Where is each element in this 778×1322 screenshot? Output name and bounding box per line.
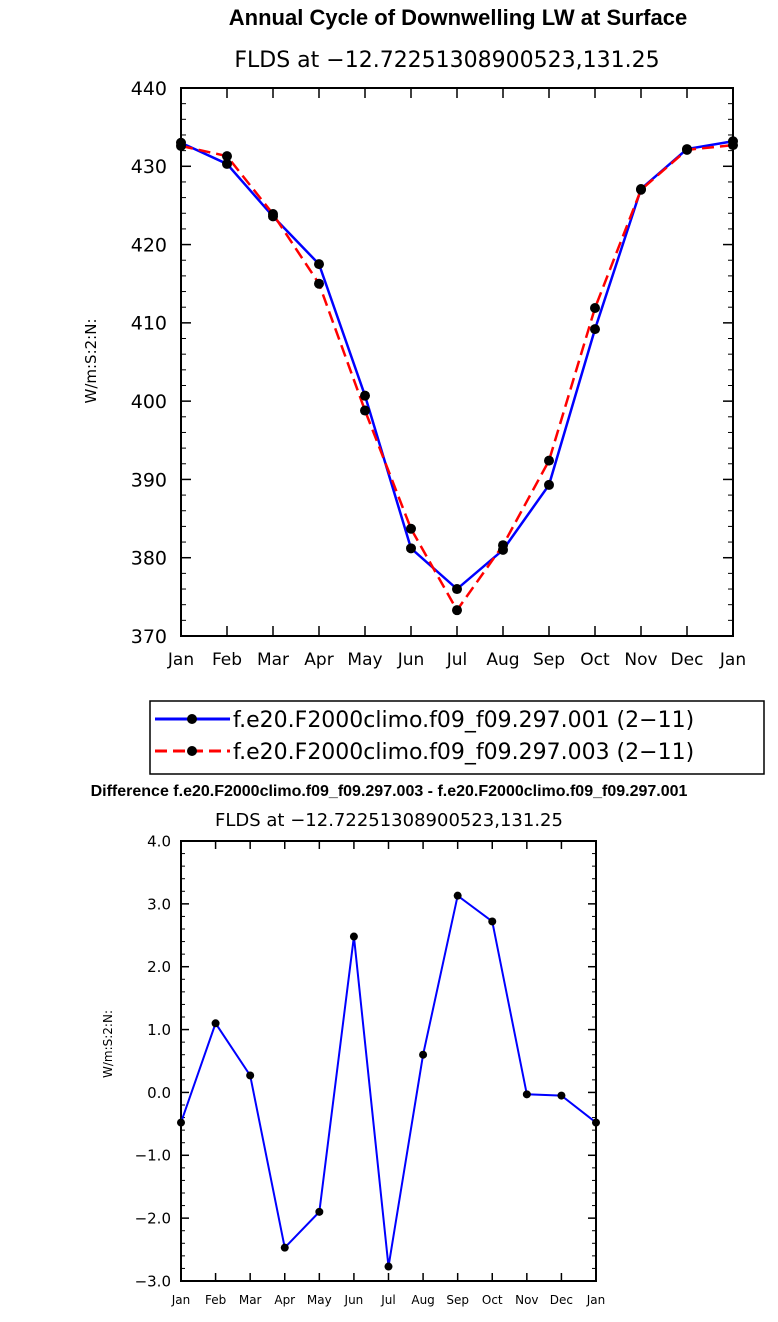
series-1-point-oct [488, 917, 497, 926]
series-2-point-dec [682, 144, 692, 155]
x-tick-label: Mar [239, 1293, 262, 1307]
x-tick-label: Jun [397, 650, 425, 670]
series-line-1 [180, 139, 734, 591]
series-line-2 [180, 143, 734, 613]
x-tick-label: Nov [624, 650, 657, 670]
series-2-point-may [360, 405, 370, 416]
x-tick-label: Jul [446, 650, 468, 670]
y-tick-label: 430 [131, 156, 167, 178]
chart1-ylabel: W/m:S:2:N: [82, 319, 100, 404]
x-tick-label: Jan [586, 1293, 606, 1307]
chart2-axes: −3.0 −2.0 −1.0 0.0 1.0 2.0 3.0 4.0 Jan Feb Mar Apr M… [135, 832, 606, 1307]
series-1-point-sep [544, 479, 554, 490]
series-2-point-nov [636, 184, 646, 195]
x-tick-label: Aug [486, 650, 519, 670]
series-1-point-jan [592, 1118, 600, 1127]
x-tick-label: Feb [205, 1293, 226, 1307]
x-tick-label: Apr [274, 1293, 295, 1307]
x-tick-label: Feb [212, 650, 242, 670]
series-2-point-jan [728, 140, 738, 151]
chart2-ylabel: W/m:S:2:N: [101, 1010, 115, 1078]
x-tick-label: Nov [515, 1293, 538, 1307]
y-tick-label: 390 [131, 469, 167, 491]
x-tick-label: May [347, 650, 382, 670]
x-tick-label: Sep [533, 650, 565, 670]
chart1-subtitle: FLDS at −12.72251308900523,131.25 [234, 48, 659, 73]
series-1-point-aug [419, 1050, 428, 1059]
series-1-point-apr [280, 1243, 289, 1252]
series-2-point-jan [176, 140, 186, 151]
series-2-point-mar [268, 209, 278, 220]
series-line-1 [180, 893, 597, 1267]
plot-frame [180, 840, 597, 1282]
series-2-point-feb [222, 151, 232, 162]
series-2-point-apr [314, 278, 324, 289]
x-tick-label: Jul [380, 1293, 395, 1307]
series-1-point-jun [349, 932, 358, 941]
series-1-point-may [360, 390, 370, 401]
series-1-point-jun [406, 543, 416, 554]
x-tick-label: Oct [580, 650, 610, 670]
y-tick-label: 3.0 [147, 895, 171, 913]
y-tick-label: 380 [131, 548, 167, 570]
y-tick-label: 4.0 [147, 832, 171, 850]
x-tick-label: Jan [719, 650, 746, 670]
x-tick-label: Apr [304, 650, 333, 670]
series-2-point-jun [406, 523, 416, 534]
chart1-plot-area [176, 136, 738, 616]
x-tick-label: Mar [257, 650, 289, 670]
series-2-point-aug [498, 540, 508, 551]
series-2-point-jul [452, 605, 462, 616]
x-tick-label: Sep [446, 1293, 469, 1307]
series-1-point-jul [384, 1262, 393, 1271]
y-tick-label: 1.0 [147, 1021, 171, 1039]
chart1-axes: 370 380 390 400 410 420 430 440 Jan Feb Mar Apr May J… [131, 78, 746, 670]
chart2-subtitle: FLDS at −12.72251308900523,131.25 [215, 810, 563, 831]
y-tick-label: −1.0 [135, 1147, 171, 1165]
series-1-point-dec [557, 1091, 566, 1100]
chart1-legend: f.e20.F2000climo.f09_f09.297.001 (2−11) … [149, 700, 765, 775]
chart1-title: Annual Cycle of Downwelling LW at Surfac… [229, 5, 687, 30]
y-tick-label: −3.0 [135, 1272, 171, 1290]
legend-label-series-1: f.e20.F2000climo.f09_f09.297.001 (2−11) [233, 708, 694, 733]
series-1-point-mar [246, 1071, 255, 1080]
chart2-title: Difference f.e20.F2000climo.f09_f09.297.… [91, 783, 688, 800]
legend-label-series-2: f.e20.F2000climo.f09_f09.297.003 (2−11) [233, 740, 694, 765]
series-2-point-sep [544, 455, 554, 466]
y-tick-label: 370 [131, 626, 167, 648]
x-tick-label: Dec [671, 650, 704, 670]
chart2-plot-area [177, 891, 600, 1271]
series-2-point-oct [590, 302, 600, 313]
y-tick-label: 400 [131, 391, 167, 413]
x-tick-label: May [307, 1293, 332, 1307]
plot-frame [180, 87, 734, 637]
x-tick-label: Dec [550, 1293, 573, 1307]
x-tick-label: Jun [344, 1293, 364, 1307]
y-tick-label: 0.0 [147, 1084, 171, 1102]
legend-marker-series-1 [187, 714, 197, 724]
series-1-point-jan [177, 1118, 185, 1127]
y-tick-label: −2.0 [135, 1210, 171, 1228]
legend-marker-series-2 [187, 746, 197, 756]
series-1-point-apr [314, 259, 324, 270]
y-tick-label: 440 [131, 78, 167, 100]
x-tick-label: Aug [411, 1293, 434, 1307]
legend-frame [149, 700, 765, 775]
x-tick-label: Jan [167, 650, 194, 670]
y-tick-label: 410 [131, 313, 167, 335]
x-tick-label: Oct [482, 1293, 503, 1307]
series-1-point-jul [452, 584, 462, 595]
series-1-point-feb [222, 158, 232, 169]
y-tick-label: 2.0 [147, 958, 171, 976]
series-1-point-oct [590, 324, 600, 335]
x-tick-label: Jan [171, 1293, 191, 1307]
series-1-point-may [315, 1207, 324, 1216]
series-1-point-feb [211, 1019, 220, 1028]
series-1-point-sep [453, 891, 462, 900]
y-tick-label: 420 [131, 234, 167, 256]
series-1-point-nov [522, 1090, 531, 1099]
